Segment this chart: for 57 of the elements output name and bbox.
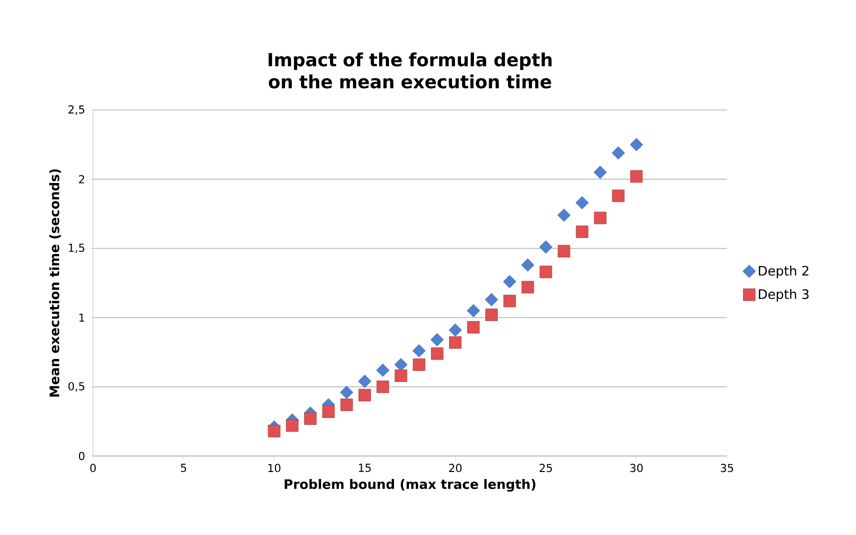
y-tick-label: 0 — [78, 452, 84, 460]
point — [467, 321, 480, 334]
x-tick-label: 20 — [449, 464, 462, 472]
y-tick-label: 2,5 — [68, 105, 84, 115]
chart-title: Impact of the formula depth on the mean execution time — [268, 52, 552, 88]
point — [449, 336, 462, 349]
y-tick-label: 1 — [79, 314, 84, 322]
point — [612, 190, 625, 202]
point — [484, 293, 498, 306]
point — [358, 374, 372, 388]
x-tick-label: 5 — [180, 464, 186, 472]
x-tick-label: 10 — [268, 464, 280, 472]
x-tick-label: 35 — [720, 464, 734, 472]
legend-label: Depth 3 — [758, 288, 809, 302]
point — [430, 347, 444, 360]
point — [539, 240, 552, 254]
point — [304, 412, 317, 425]
y-axis-title: Mean execution time (seconds) — [49, 169, 61, 397]
point — [557, 208, 571, 222]
y-tick-label: 0,5 — [68, 382, 84, 392]
point — [466, 304, 480, 318]
point — [394, 370, 408, 382]
point — [558, 244, 570, 258]
point — [394, 358, 408, 372]
point — [358, 388, 371, 402]
x-axis-title: Problem bound (max trace length) — [284, 478, 536, 492]
legend-label: Depth 2 — [758, 266, 808, 278]
point — [522, 280, 534, 294]
point — [612, 146, 625, 160]
point — [448, 323, 462, 337]
point — [503, 275, 516, 288]
point — [630, 138, 643, 152]
point — [594, 212, 606, 224]
point — [430, 333, 444, 346]
point — [485, 308, 498, 322]
point — [340, 386, 354, 399]
x-tick-label: 30 — [630, 464, 643, 472]
point — [576, 226, 588, 238]
x-tick-label: 0 — [90, 464, 96, 472]
point — [540, 266, 552, 278]
point — [412, 358, 426, 371]
x-tick-label: 15 — [358, 464, 371, 472]
point — [576, 196, 589, 210]
point — [286, 419, 298, 432]
point — [503, 294, 516, 308]
point — [412, 344, 426, 358]
point — [376, 364, 390, 377]
point — [521, 258, 534, 272]
point — [268, 424, 280, 438]
point — [594, 166, 607, 179]
y-tick-label: 1,5 — [68, 244, 84, 254]
point — [376, 380, 390, 393]
point — [630, 170, 643, 183]
x-tick-label: 25 — [540, 464, 552, 472]
point — [340, 398, 353, 411]
point — [322, 406, 335, 418]
y-tick-label: 2 — [79, 175, 84, 184]
